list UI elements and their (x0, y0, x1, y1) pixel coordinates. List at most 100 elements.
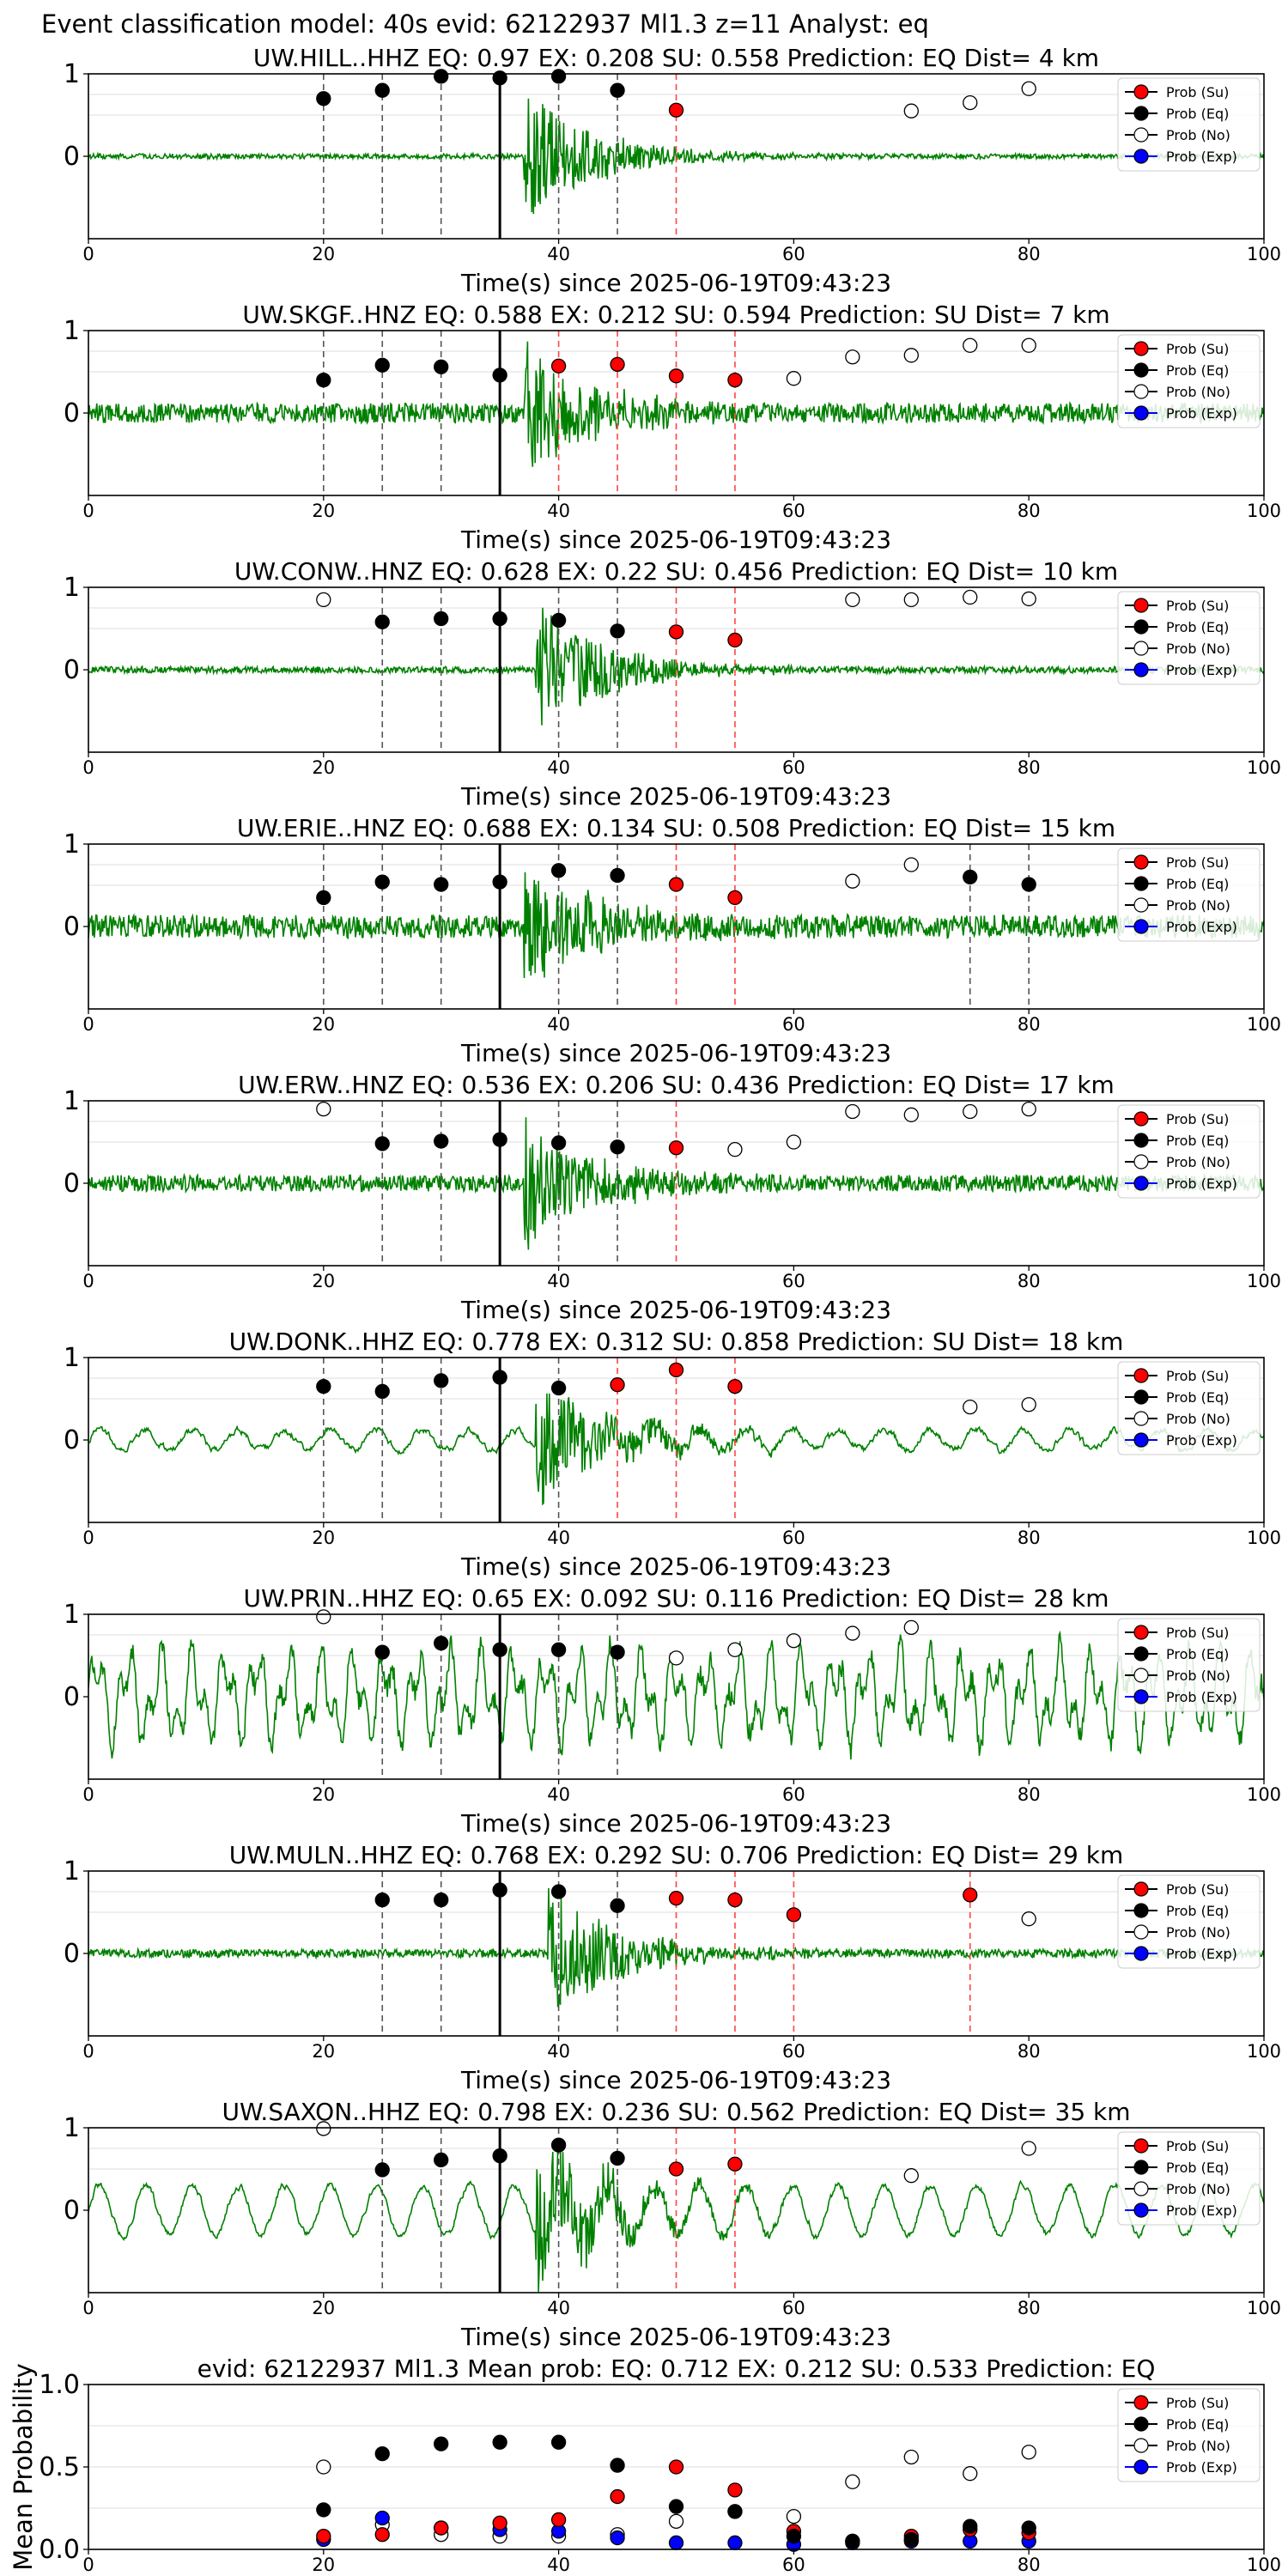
point-eq (963, 2518, 978, 2534)
point-no (903, 857, 919, 872)
legend: Prob (Su) Prob (Eq) Prob (No) Prob (Exp) (1117, 848, 1261, 942)
figure-title: Event classification model: 40s evid: 62… (41, 9, 929, 39)
x-tick-label: 60 (782, 2298, 805, 2318)
legend-marker-exp (1133, 662, 1149, 677)
point-no (786, 1134, 802, 1150)
legend-marker-su (1133, 2395, 1149, 2410)
point-no (845, 592, 860, 608)
x-tick-label: 100 (1247, 501, 1281, 521)
legend-box (1117, 1104, 1261, 1199)
panel-title: UW.ERW..HNZ EQ: 0.536 EX: 0.206 SU: 0.43… (238, 1071, 1115, 1099)
y-tick-label: 0.0 (39, 2535, 80, 2565)
x-tick-label: 60 (782, 1528, 805, 1548)
panel-title: UW.ERIE..HNZ EQ: 0.688 EX: 0.134 SU: 0.5… (237, 814, 1115, 842)
legend-label: Prob (No) (1166, 2181, 1230, 2197)
legend-marker-su (1133, 854, 1149, 870)
point-eq (374, 82, 390, 98)
legend-label: Prob (Su) (1166, 341, 1229, 357)
mean-probability-panel: evid: 62122937 Ml1.3 Mean prob: EQ: 0.71… (9, 2354, 1281, 2575)
y-tick-label: 0 (64, 655, 80, 685)
legend-marker-no (1133, 2438, 1149, 2453)
point-no (1021, 337, 1036, 353)
point-su (727, 2482, 743, 2498)
y-tick-label: 0.5 (39, 2452, 80, 2482)
y-tick-label: 0 (64, 1939, 80, 1969)
x-tick-label: 100 (1247, 2555, 1281, 2575)
legend-label: Prob (Su) (1166, 84, 1229, 100)
point-eq (316, 91, 331, 106)
legend-marker-exp (1133, 149, 1149, 164)
y-tick-label: 0 (64, 912, 80, 942)
x-axis-label: Time(s) since 2025-06-19T09:43:23 (460, 2066, 891, 2094)
x-axis-label: Time(s) since 2025-06-19T09:43:23 (460, 1296, 891, 1324)
point-eq (316, 2502, 331, 2518)
point-eq (434, 1133, 449, 1149)
point-su (727, 1378, 743, 1394)
point-eq (374, 874, 390, 890)
x-tick-label: 40 (547, 1784, 570, 1805)
point-su (727, 2156, 743, 2172)
point-eq (1021, 2520, 1036, 2536)
legend-marker-su (1133, 1368, 1149, 1383)
x-tick-label: 20 (312, 1784, 335, 1805)
point-no (845, 2474, 860, 2489)
point-no (316, 592, 331, 608)
legend-marker-exp (1133, 919, 1149, 934)
legend: Prob (Su) Prob (Eq) Prob (No) Prob (Exp) (1117, 1104, 1261, 1199)
point-eq (550, 2434, 567, 2450)
point-eq (1021, 877, 1036, 892)
point-no (845, 873, 860, 889)
point-eq (845, 2533, 860, 2549)
x-tick-label: 20 (312, 244, 335, 264)
point-no (316, 1609, 331, 1625)
legend-label: Prob (Exp) (1166, 1689, 1237, 1705)
point-su (786, 1907, 802, 1923)
point-eq (492, 2148, 507, 2164)
legend-marker-eq (1133, 2416, 1149, 2432)
point-eq (374, 614, 390, 629)
legend-label: Prob (Su) (1166, 2395, 1229, 2411)
plot-area (88, 1101, 1264, 1266)
point-eq (434, 2436, 449, 2451)
x-tick-label: 40 (547, 1014, 570, 1035)
point-no (1021, 1911, 1036, 1927)
x-tick-label: 40 (547, 2298, 570, 2318)
x-tick-label: 100 (1247, 2298, 1281, 2318)
point-eq (374, 357, 390, 373)
legend-label: Prob (Eq) (1166, 619, 1229, 635)
station-panel: UW.MULN..HHZ EQ: 0.768 EX: 0.292 SU: 0.7… (64, 1841, 1281, 2094)
x-tick-label: 0 (82, 1271, 94, 1291)
point-su (727, 890, 743, 906)
legend-label: Prob (Exp) (1166, 2202, 1237, 2219)
legend-marker-exp (1133, 2202, 1149, 2218)
x-tick-label: 20 (312, 501, 335, 521)
point-no (316, 2121, 331, 2136)
panel-title: UW.HILL..HHZ EQ: 0.97 EX: 0.208 SU: 0.55… (253, 44, 1099, 72)
x-tick-label: 0 (82, 244, 94, 264)
point-no (903, 592, 919, 608)
x-tick-label: 80 (1018, 2041, 1041, 2062)
point-eq (492, 1370, 507, 1385)
legend-label: Prob (Exp) (1166, 662, 1237, 678)
panel-title: evid: 62122937 Ml1.3 Mean prob: EQ: 0.71… (197, 2354, 1156, 2383)
point-eq (434, 1635, 449, 1651)
x-tick-label: 20 (312, 2298, 335, 2318)
point-su (668, 877, 684, 892)
y-tick-label: 1 (64, 829, 80, 860)
legend-box (1117, 2131, 1261, 2226)
legend-label: Prob (Eq) (1166, 362, 1229, 379)
legend-label: Prob (No) (1166, 1411, 1230, 1427)
point-su (668, 2161, 684, 2177)
point-no (727, 1642, 743, 1657)
x-tick-label: 60 (782, 1014, 805, 1035)
x-tick-label: 0 (82, 2298, 94, 2318)
y-tick-label: 0 (64, 2196, 80, 2226)
legend-marker-no (1133, 1411, 1149, 1426)
station-panel: UW.ERIE..HNZ EQ: 0.688 EX: 0.134 SU: 0.5… (64, 814, 1281, 1067)
point-su (727, 372, 743, 388)
point-eq (316, 890, 331, 906)
point-eq (668, 2499, 684, 2514)
legend-label: Prob (No) (1166, 1154, 1230, 1170)
x-tick-label: 80 (1018, 2298, 1041, 2318)
legend-label: Prob (Su) (1166, 598, 1229, 614)
